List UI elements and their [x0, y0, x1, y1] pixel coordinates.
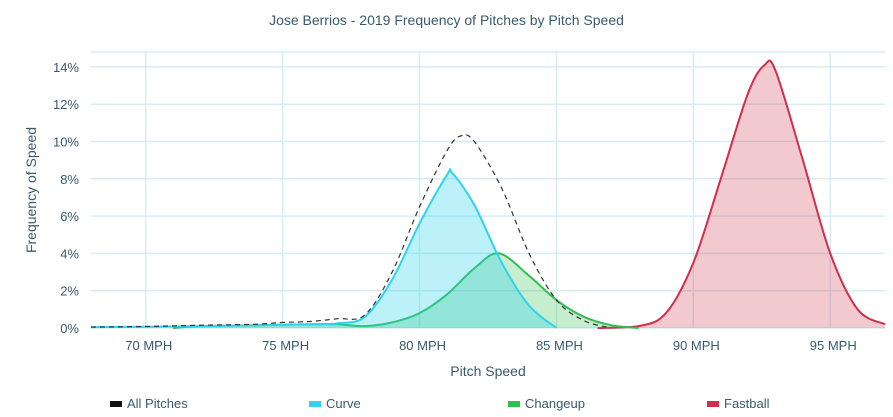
y-tick-label: 8%	[60, 172, 79, 187]
y-tick-label: 4%	[60, 246, 79, 261]
x-tick-label: 70 MPH	[125, 338, 172, 353]
legend-label: All Pitches	[127, 396, 188, 411]
legend-swatch	[110, 400, 122, 407]
x-tick-label: 75 MPH	[262, 338, 309, 353]
y-tick-label: 14%	[53, 60, 79, 75]
legend-swatch	[309, 400, 321, 407]
x-tick-label: 80 MPH	[399, 338, 446, 353]
legend-label: Changeup	[525, 396, 585, 411]
x-tick-label: 90 MPH	[673, 338, 720, 353]
y-tick-label: 2%	[60, 284, 79, 299]
series-line-curve	[90, 168, 558, 329]
legend-swatch	[508, 400, 520, 407]
legend-swatch	[707, 400, 719, 407]
series-line-fastball	[597, 59, 886, 329]
series-area-changeup	[173, 253, 639, 328]
y-tick-label: 6%	[60, 209, 79, 224]
legend-item-curve[interactable]: Curve	[309, 396, 361, 411]
legend-item-changeup[interactable]: Changeup	[508, 396, 585, 411]
y-tick-label: 10%	[53, 135, 79, 150]
chart-title: Jose Berrios - 2019 Frequency of Pitches…	[269, 12, 624, 28]
series-area-curve	[91, 169, 557, 328]
x-axis-label: Pitch Speed	[450, 363, 526, 379]
y-tick-label: 12%	[53, 97, 79, 112]
y-axis-label: Frequency of Speed	[23, 127, 39, 253]
legend-label: Fastball	[724, 396, 770, 411]
y-tick-label: 0%	[60, 321, 79, 336]
legend-item-all-pitches[interactable]: All Pitches	[110, 396, 188, 411]
x-tick-label: 85 MPH	[536, 338, 583, 353]
x-tick-label: 95 MPH	[810, 338, 857, 353]
series-line-all-pitches	[90, 134, 612, 329]
legend-item-fastball[interactable]: Fastball	[707, 396, 770, 411]
legend-label: Curve	[326, 396, 361, 411]
series-area-fastball	[597, 60, 885, 328]
